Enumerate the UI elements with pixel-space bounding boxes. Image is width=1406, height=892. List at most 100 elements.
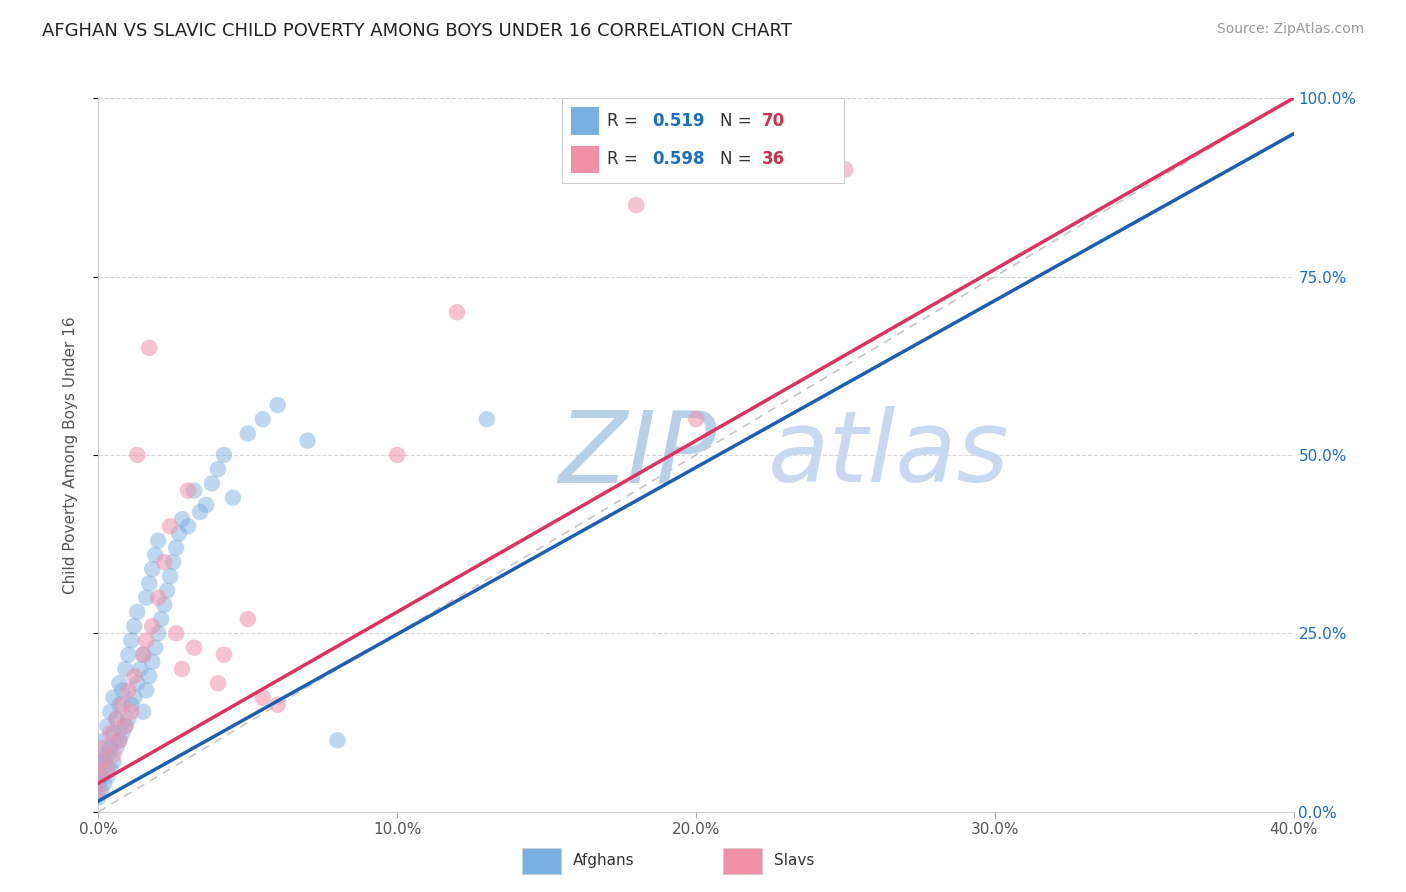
- Point: [148, 533, 170, 548]
- Point: [195, 498, 218, 512]
- Point: [626, 198, 648, 212]
- Point: [127, 605, 149, 619]
- Point: [87, 783, 110, 797]
- Point: [141, 655, 163, 669]
- Point: [105, 740, 128, 755]
- Point: [132, 648, 155, 662]
- Point: [172, 662, 194, 676]
- Point: [127, 676, 149, 690]
- Point: [267, 398, 290, 412]
- Point: [685, 412, 707, 426]
- Point: [135, 683, 157, 698]
- FancyBboxPatch shape: [522, 848, 561, 874]
- Point: [138, 669, 160, 683]
- Point: [236, 612, 259, 626]
- Point: [124, 690, 146, 705]
- Point: [114, 719, 136, 733]
- Point: [172, 512, 194, 526]
- Point: [96, 762, 118, 776]
- Point: [834, 162, 856, 177]
- Point: [108, 733, 131, 747]
- Text: Slavs: Slavs: [773, 854, 814, 868]
- Point: [90, 783, 112, 797]
- Point: [326, 733, 349, 747]
- Point: [100, 740, 122, 755]
- Point: [100, 726, 122, 740]
- Point: [124, 619, 146, 633]
- Point: [96, 769, 118, 783]
- Point: [100, 705, 122, 719]
- Point: [96, 719, 118, 733]
- Point: [165, 541, 187, 555]
- Point: [143, 548, 166, 562]
- Point: [297, 434, 319, 448]
- Point: [111, 698, 134, 712]
- Point: [177, 519, 200, 533]
- Point: [177, 483, 200, 498]
- Point: [129, 662, 152, 676]
- Point: [117, 683, 139, 698]
- Point: [100, 762, 122, 776]
- Point: [141, 619, 163, 633]
- Point: [117, 648, 139, 662]
- Text: Source: ZipAtlas.com: Source: ZipAtlas.com: [1216, 22, 1364, 37]
- Point: [138, 341, 160, 355]
- Point: [93, 733, 115, 747]
- FancyBboxPatch shape: [723, 848, 762, 874]
- Point: [132, 648, 155, 662]
- Point: [153, 555, 176, 569]
- Text: ZIP: ZIP: [558, 407, 717, 503]
- Text: 0.519: 0.519: [652, 112, 704, 130]
- Point: [212, 448, 235, 462]
- Point: [252, 690, 274, 705]
- Point: [96, 747, 118, 762]
- Point: [148, 626, 170, 640]
- Point: [103, 726, 125, 740]
- Point: [103, 755, 125, 769]
- Point: [183, 640, 205, 655]
- Point: [93, 755, 115, 769]
- Point: [135, 633, 157, 648]
- Text: 70: 70: [762, 112, 785, 130]
- Point: [132, 705, 155, 719]
- Point: [475, 412, 498, 426]
- Point: [87, 790, 110, 805]
- Point: [183, 483, 205, 498]
- Text: R =: R =: [607, 150, 644, 168]
- Point: [143, 640, 166, 655]
- Point: [111, 683, 134, 698]
- Point: [114, 719, 136, 733]
- Point: [159, 519, 181, 533]
- Text: atlas: atlas: [768, 407, 1010, 503]
- Point: [201, 476, 224, 491]
- Point: [108, 676, 131, 690]
- FancyBboxPatch shape: [571, 145, 599, 173]
- Point: [127, 448, 149, 462]
- Point: [236, 426, 259, 441]
- Point: [90, 769, 112, 783]
- Point: [148, 591, 170, 605]
- Point: [93, 740, 115, 755]
- Point: [446, 305, 468, 319]
- Text: Afghans: Afghans: [574, 854, 634, 868]
- Point: [105, 712, 128, 726]
- Point: [167, 526, 190, 541]
- Point: [87, 769, 110, 783]
- Point: [111, 726, 134, 740]
- Point: [153, 598, 176, 612]
- Text: N =: N =: [720, 150, 756, 168]
- Point: [150, 612, 173, 626]
- Point: [138, 576, 160, 591]
- Point: [212, 648, 235, 662]
- Point: [90, 747, 112, 762]
- Text: AFGHAN VS SLAVIC CHILD POVERTY AMONG BOYS UNDER 16 CORRELATION CHART: AFGHAN VS SLAVIC CHILD POVERTY AMONG BOY…: [42, 22, 792, 40]
- Point: [90, 755, 112, 769]
- Point: [108, 733, 131, 747]
- Point: [117, 712, 139, 726]
- Point: [222, 491, 245, 505]
- Text: R =: R =: [607, 112, 644, 130]
- Point: [385, 448, 409, 462]
- Point: [207, 676, 229, 690]
- Point: [87, 776, 110, 790]
- Text: 36: 36: [762, 150, 785, 168]
